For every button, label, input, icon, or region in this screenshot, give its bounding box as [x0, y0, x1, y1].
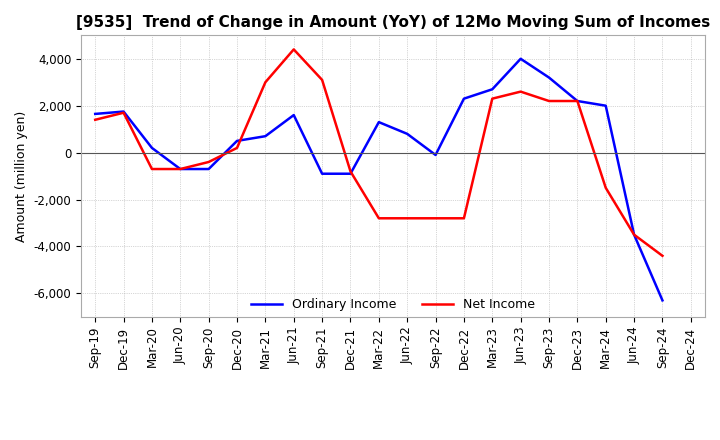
- Net Income: [431, 216, 440, 221]
- Legend: Ordinary Income, Net Income: Ordinary Income, Net Income: [246, 293, 540, 316]
- Ordinary Income: [148, 145, 156, 150]
- Net Income: [346, 169, 355, 174]
- Net Income: [148, 166, 156, 172]
- Net Income: [403, 216, 412, 221]
- Ordinary Income: [601, 103, 610, 108]
- Net Income: [261, 80, 270, 85]
- Ordinary Income: [318, 171, 326, 176]
- Net Income: [374, 216, 383, 221]
- Net Income: [630, 232, 639, 237]
- Ordinary Income: [431, 152, 440, 158]
- Ordinary Income: [346, 171, 355, 176]
- Ordinary Income: [120, 109, 128, 114]
- Ordinary Income: [403, 131, 412, 136]
- Ordinary Income: [658, 298, 667, 303]
- Net Income: [573, 99, 582, 104]
- Net Income: [289, 47, 298, 52]
- Line: Ordinary Income: Ordinary Income: [95, 59, 662, 301]
- Ordinary Income: [289, 113, 298, 118]
- Y-axis label: Amount (million yen): Amount (million yen): [15, 110, 28, 242]
- Net Income: [91, 117, 99, 122]
- Line: Net Income: Net Income: [95, 49, 662, 256]
- Ordinary Income: [204, 166, 213, 172]
- Ordinary Income: [516, 56, 525, 62]
- Ordinary Income: [261, 134, 270, 139]
- Net Income: [204, 159, 213, 165]
- Title: [9535]  Trend of Change in Amount (YoY) of 12Mo Moving Sum of Incomes: [9535] Trend of Change in Amount (YoY) o…: [76, 15, 710, 30]
- Ordinary Income: [573, 99, 582, 104]
- Net Income: [459, 216, 468, 221]
- Ordinary Income: [91, 111, 99, 117]
- Ordinary Income: [459, 96, 468, 101]
- Ordinary Income: [488, 87, 497, 92]
- Net Income: [318, 77, 326, 83]
- Net Income: [545, 99, 554, 104]
- Net Income: [658, 253, 667, 258]
- Net Income: [233, 145, 241, 150]
- Net Income: [176, 166, 184, 172]
- Ordinary Income: [630, 232, 639, 237]
- Net Income: [601, 185, 610, 191]
- Net Income: [516, 89, 525, 94]
- Ordinary Income: [233, 138, 241, 143]
- Ordinary Income: [374, 120, 383, 125]
- Ordinary Income: [545, 75, 554, 80]
- Net Income: [488, 96, 497, 101]
- Net Income: [120, 110, 128, 115]
- Ordinary Income: [176, 166, 184, 172]
